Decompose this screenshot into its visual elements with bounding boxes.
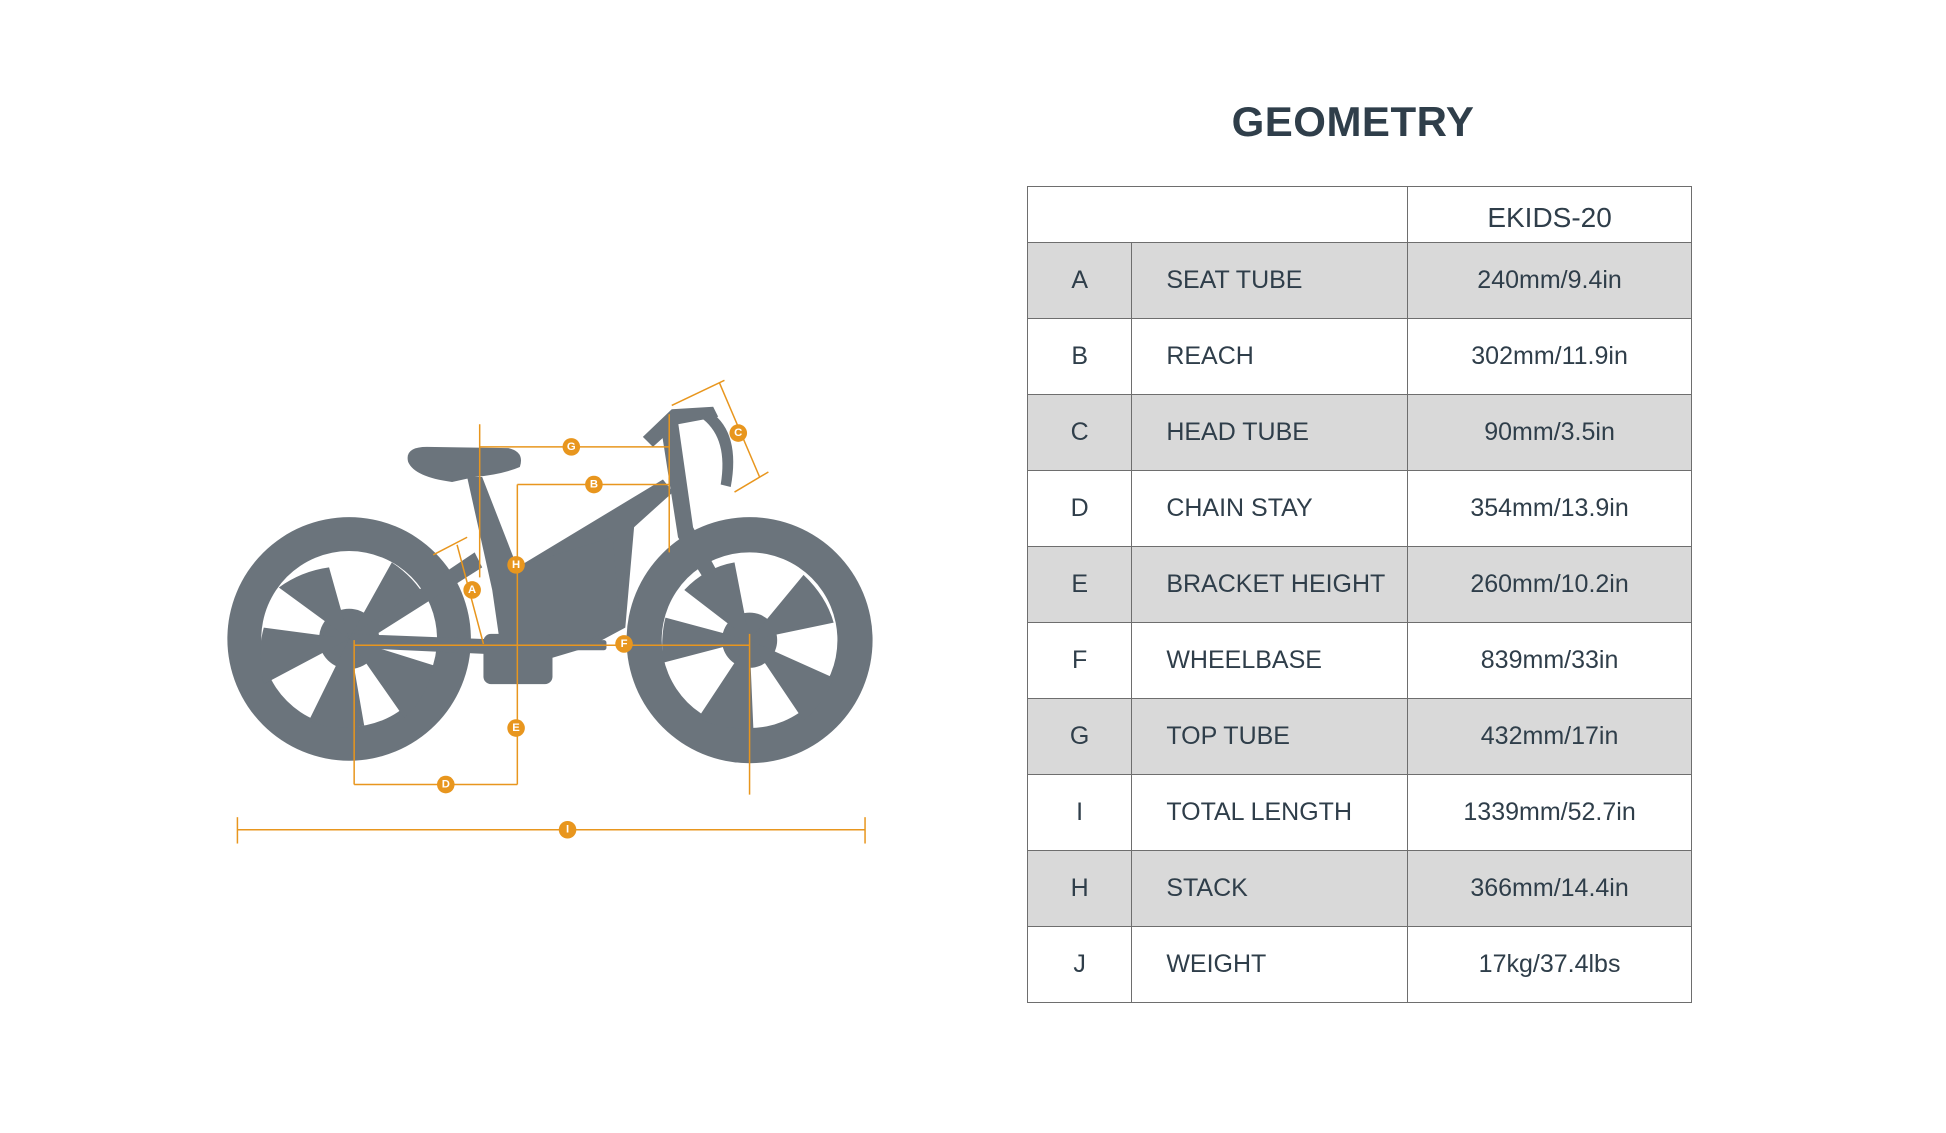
model-header: EKIDS-20 (1407, 186, 1692, 243)
row-value: 90mm/3.5in (1407, 394, 1692, 471)
table-row: I TOTAL LENGTH 1339mm/52.7in (1026, 774, 1692, 851)
seat (407, 446, 522, 483)
svg-text:I: I (566, 824, 569, 836)
row-name: BRACKET HEIGHT (1131, 546, 1409, 623)
row-letter: B (1026, 318, 1133, 395)
svg-text:E: E (512, 722, 520, 734)
row-letter: J (1026, 926, 1133, 1003)
row-name: TOTAL LENGTH (1131, 774, 1409, 851)
table-row: F WHEELBASE 839mm/33in (1026, 622, 1692, 699)
battery (514, 537, 621, 647)
dimension-markers: G B C A H F E D I (437, 424, 748, 839)
svg-text:C: C (734, 427, 742, 439)
row-letter: C (1026, 394, 1133, 471)
row-name: WHEELBASE (1131, 622, 1409, 699)
row-letter: G (1026, 698, 1133, 775)
row-name: TOP TUBE (1131, 698, 1409, 775)
marker-f: F (615, 635, 633, 653)
row-name: CHAIN STAY (1131, 470, 1409, 547)
row-name: HEAD TUBE (1131, 394, 1409, 471)
svg-text:D: D (442, 779, 450, 791)
table-row: J WEIGHT 17kg/37.4lbs (1026, 926, 1692, 1003)
svg-text:B: B (590, 479, 598, 491)
seat-stay (351, 552, 483, 646)
svg-text:F: F (621, 638, 628, 650)
svg-text:H: H (512, 559, 520, 571)
row-letter: D (1026, 470, 1133, 547)
table-row: A SEAT TUBE 240mm/9.4in (1026, 242, 1692, 319)
row-value: 1339mm/52.7in (1407, 774, 1692, 851)
row-value: 302mm/11.9in (1407, 318, 1692, 395)
row-letter: I (1026, 774, 1133, 851)
geometry-table: EKIDS-20 A SEAT TUBE 240mm/9.4in B REACH 302m… (1026, 186, 1692, 1003)
table-row: D CHAIN STAY 354mm/13.9in (1026, 470, 1692, 547)
row-value: 354mm/13.9in (1407, 470, 1692, 547)
row-name: WEIGHT (1131, 926, 1409, 1003)
marker-e: E (507, 719, 525, 737)
row-letter: A (1026, 242, 1133, 319)
row-value: 260mm/10.2in (1407, 546, 1692, 623)
marker-i: I (558, 820, 577, 839)
row-letter: E (1026, 546, 1133, 623)
marker-a: A (463, 581, 481, 599)
handlebar (642, 406, 734, 488)
table-row: H STACK 366mm/14.4in (1026, 850, 1692, 927)
row-letter: H (1026, 850, 1133, 927)
row-value: 240mm/9.4in (1407, 242, 1692, 319)
bike-silhouette (227, 406, 873, 764)
table-row: C HEAD TUBE 90mm/3.5in (1026, 394, 1692, 471)
marker-b: B (585, 475, 603, 494)
row-value: 366mm/14.4in (1407, 850, 1692, 927)
row-letter: F (1026, 622, 1133, 699)
marker-h: H (507, 556, 525, 574)
row-value: 839mm/33in (1407, 622, 1692, 699)
table-row: B REACH 302mm/11.9in (1026, 318, 1692, 395)
page-title: GEOMETRY (1231, 98, 1475, 145)
table-header-row: EKIDS-20 (1026, 186, 1692, 243)
row-name: SEAT TUBE (1131, 242, 1409, 319)
svg-text:G: G (567, 441, 576, 453)
row-name: STACK (1131, 850, 1409, 927)
row-value: 17kg/37.4lbs (1407, 926, 1692, 1003)
header-empty-cell (1026, 186, 1409, 243)
rear-wheel (227, 517, 471, 761)
svg-text:A: A (468, 584, 476, 596)
row-value: 432mm/17in (1407, 698, 1692, 775)
marker-g: G (562, 438, 581, 456)
row-name: REACH (1131, 318, 1409, 395)
table-row: G TOP TUBE 432mm/17in (1026, 698, 1692, 775)
table-row: E BRACKET HEIGHT 260mm/10.2in (1026, 546, 1692, 623)
head-tube-fork (660, 421, 754, 643)
marker-d: D (437, 775, 455, 794)
marker-c: C (729, 424, 748, 442)
